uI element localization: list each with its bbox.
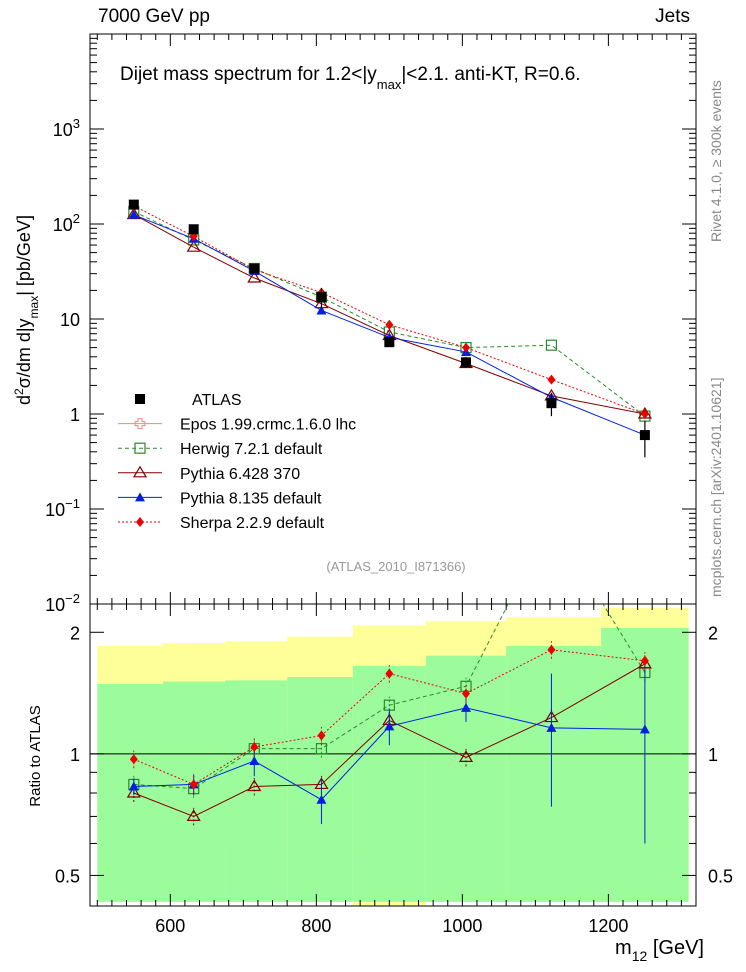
x-tick-label: 600 <box>155 916 185 936</box>
ratio-point <box>462 688 471 699</box>
legend-marker <box>134 442 146 454</box>
y-tick-label: 1 <box>70 405 80 425</box>
legend-marker <box>135 492 145 502</box>
band-green-bin <box>287 676 353 902</box>
legend-marker <box>132 465 148 478</box>
legend-label: Sherpa 2.2.9 default <box>180 515 325 532</box>
series-line <box>133 211 646 417</box>
ratio-point <box>547 644 556 655</box>
ratio-point <box>317 730 326 741</box>
rivet-label: Rivet 4.1.0, ≥ 300k events <box>708 80 724 242</box>
ratio-tick-label: 0.5 <box>55 866 80 886</box>
y-axis-label: d2σ/dm d|ymax| [pb/GeV] <box>12 215 41 405</box>
uncertainty-bands <box>90 607 696 906</box>
series-line <box>133 214 646 436</box>
ratio-point <box>128 781 139 791</box>
ratio-point <box>129 754 138 765</box>
ratio-tick-label: 2 <box>70 623 80 643</box>
ratio-line <box>133 604 646 790</box>
header-left: 7000 GeV pp <box>98 6 210 27</box>
series-point <box>385 319 394 330</box>
x-tick-label: 1200 <box>588 916 628 936</box>
data-point <box>639 430 650 441</box>
legend-label: ATLAS <box>192 392 242 409</box>
ratio-point <box>546 722 557 732</box>
legend-marker <box>135 394 145 404</box>
y-tick-label: 10−1 <box>45 496 80 520</box>
series-point <box>545 339 558 351</box>
ratio-series <box>126 604 652 844</box>
header-right: Jets <box>655 6 690 27</box>
y-tick-label: 102 <box>53 211 80 235</box>
data-point <box>128 199 139 210</box>
ratio-tick-label: 1 <box>70 745 80 765</box>
ratio-line <box>133 649 645 785</box>
ratio-line <box>133 707 645 801</box>
band-green-bin <box>506 645 602 902</box>
series-point <box>547 374 556 385</box>
band-green-bin <box>225 680 288 902</box>
y-tick-label: 103 <box>53 116 80 140</box>
data-point <box>461 357 472 368</box>
ratio-point <box>250 741 259 752</box>
series-point <box>186 240 201 252</box>
legend-label: Herwig 7.2.1 default <box>180 441 323 458</box>
x-axis-label: m12 [GeV] <box>615 937 704 964</box>
main-series <box>126 199 652 458</box>
data-point <box>249 263 260 274</box>
legend-marker <box>134 418 146 430</box>
series-point <box>462 342 471 353</box>
legend-marker <box>136 517 144 527</box>
legend-label: Epos 1.99.crmc.1.6.0 lhc <box>180 417 356 434</box>
x-tick-label: 1000 <box>442 916 482 936</box>
data-point <box>188 224 199 235</box>
analysis-id: (ATLAS_2010_I871366) <box>326 559 465 574</box>
ratio-point <box>126 785 141 798</box>
ratio-point <box>640 655 649 666</box>
ratio-point <box>249 756 260 766</box>
ratio-point <box>385 668 394 679</box>
ratio-point <box>461 702 472 712</box>
series-point <box>247 270 262 283</box>
legend-label: Pythia 6.428 370 <box>180 466 300 483</box>
ratio-point <box>189 779 198 790</box>
data-point <box>384 337 395 348</box>
chart-title: Dijet mass spectrum for 1.2<|ymax|<2.1. … <box>120 64 581 92</box>
ratio-point <box>458 750 474 762</box>
ratio-tick-label-right: 2 <box>708 623 718 643</box>
ratio-tick-label-right: 1 <box>708 745 718 765</box>
series-line <box>133 205 646 415</box>
ratio-point <box>247 779 262 792</box>
legend: ATLAS Epos 1.99.crmc.1.6.0 lhc Herwig 7.2.… <box>118 392 356 532</box>
ratio-point <box>384 721 395 731</box>
legend-label: Pythia 8.135 default <box>180 490 322 507</box>
ratio-point <box>316 794 327 804</box>
series-line <box>133 214 645 415</box>
series-point <box>128 209 139 219</box>
data-point <box>316 292 327 303</box>
ratio-panel-frame <box>89 603 697 907</box>
data-point <box>546 398 557 409</box>
mcplots-label: mcplots.cern.ch [arXiv:2401.10621] <box>708 378 724 597</box>
ratio-tick-label-right: 0.5 <box>708 866 733 886</box>
y-tick-label: 10−2 <box>45 591 80 615</box>
series-point <box>316 305 327 315</box>
series-point <box>640 409 649 419</box>
ratio-y-label: Ratio to ATLAS <box>27 705 44 806</box>
ratio-point <box>639 724 650 734</box>
ratio-point <box>186 809 201 822</box>
x-tick-label: 800 <box>301 916 331 936</box>
y-tick-label: 10 <box>60 310 80 330</box>
